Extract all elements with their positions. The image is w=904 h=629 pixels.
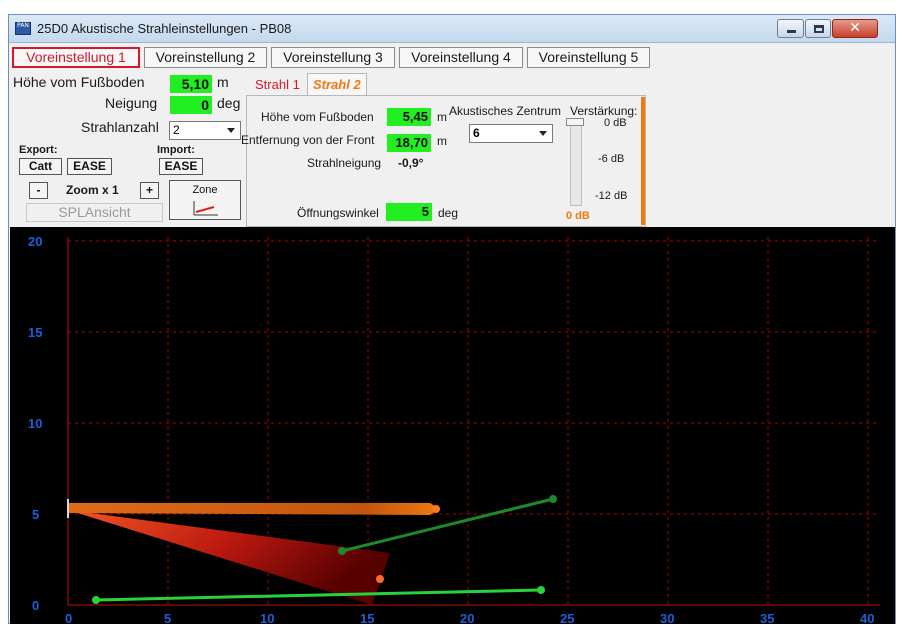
beam-count-select[interactable]: 2 (169, 121, 241, 140)
preset-button-5[interactable]: Voreinstellung 5 (527, 47, 650, 68)
front-distance-field[interactable]: 18,70 (387, 134, 431, 152)
opening-angle-label: Öffnungswinkel (297, 206, 379, 220)
gain-tick-12: -12 dB (595, 190, 628, 202)
y-tick-5: 5 (32, 507, 39, 522)
zone-line-lower (95, 588, 542, 602)
preset-button-1[interactable]: Voreinstellung 1 (12, 47, 140, 68)
y-tick-15: 15 (28, 325, 42, 340)
gain-slider-track[interactable] (570, 118, 582, 206)
zoom-in-button[interactable]: + (140, 182, 159, 199)
beam-2-coverage (68, 503, 440, 515)
gain-tick-0: 0 dB (604, 117, 627, 129)
export-catt-button[interactable]: Catt (19, 158, 62, 175)
acoustic-center-label: Akustisches Zentrum (449, 104, 562, 118)
close-icon: ✕ (849, 20, 861, 36)
chevron-down-icon (539, 131, 547, 136)
y-tick-0: 0 (32, 598, 39, 613)
import-label: Import: (157, 144, 195, 156)
beam-height-label: Höhe vom Fußboden (261, 110, 374, 124)
minimize-icon (787, 30, 796, 33)
x-tick-20: 20 (460, 611, 474, 624)
preset-button-2[interactable]: Voreinstellung 2 (144, 47, 267, 68)
beam-height-field[interactable]: 5,45 (387, 108, 431, 126)
zone-lower-end (537, 586, 545, 594)
x-tick-5: 5 (164, 611, 171, 624)
export-ease-button[interactable]: EASE (67, 158, 112, 175)
beam-count-value: 2 (173, 123, 180, 137)
opening-angle-unit: deg (438, 206, 459, 220)
beam-1-coverage (68, 510, 390, 605)
y-tick-10: 10 (28, 416, 42, 431)
tilt-field[interactable]: 0 (170, 96, 212, 114)
tab-strahl-1[interactable]: Strahl 1 (249, 73, 306, 95)
app-icon: PAN (15, 22, 31, 35)
opening-angle-field[interactable]: 5 (386, 203, 432, 221)
zone-upper-end (549, 495, 557, 503)
tilt-unit: deg (217, 95, 241, 111)
x-tick-10: 10 (260, 611, 274, 624)
grid-lines (67, 237, 880, 605)
zone-lower-start (92, 596, 100, 604)
tilt-label: Neigung (105, 95, 158, 111)
beam-plot[interactable]: 20 15 10 5 0 0 5 10 15 20 25 30 35 40 (10, 227, 895, 626)
zone-line-upper (341, 497, 554, 553)
beam-plot-svg: 20 15 10 5 0 0 5 10 15 20 25 30 35 40 (28, 234, 880, 626)
spl-view-button[interactable]: SPLAnsicht (26, 203, 163, 222)
beam-2-end-point (432, 505, 440, 513)
x-tick-15: 15 (360, 611, 374, 624)
maximize-icon (814, 25, 824, 33)
zone-icon (193, 201, 218, 216)
window-title: 25D0 Akustische Strahleinstellungen - PB… (37, 21, 292, 36)
zoom-label: Zoom x 1 (66, 183, 119, 197)
maximize-button[interactable] (805, 19, 831, 38)
y-tick-20: 20 (28, 234, 42, 249)
chevron-down-icon (227, 128, 235, 133)
beam-height-unit: m (437, 110, 447, 124)
beam-tilt-value: -0,9° (398, 156, 424, 170)
front-distance-unit: m (437, 134, 447, 148)
gain-value: 0 dB (566, 210, 590, 222)
preset-button-4[interactable]: Voreinstellung 4 (399, 47, 523, 68)
close-button[interactable]: ✕ (832, 19, 878, 38)
front-distance-label: Entfernung von der Front (241, 133, 375, 147)
acoustic-center-select[interactable]: 6 (469, 124, 553, 143)
floor-height-label: Höhe vom Fußboden (13, 74, 145, 90)
x-tick-40: 40 (860, 611, 874, 624)
title-bar: PAN 25D0 Akustische Strahleinstellungen … (9, 15, 895, 43)
x-tick-30: 30 (660, 611, 674, 624)
gain-tick-6: -6 dB (598, 153, 625, 165)
export-label: Export: (19, 144, 58, 156)
import-ease-button[interactable]: EASE (159, 158, 203, 175)
gain-slider-handle[interactable] (566, 118, 584, 126)
beam-1-end-point (376, 575, 384, 583)
zone-button[interactable]: Zone (169, 180, 241, 220)
x-tick-35: 35 (760, 611, 774, 624)
minimize-button[interactable] (777, 19, 804, 38)
preset-button-3[interactable]: Voreinstellung 3 (271, 47, 395, 68)
beam-color-indicator (641, 97, 645, 225)
beam-settings-panel: Höhe vom Fußboden 5,45 m Entfernung von … (241, 95, 646, 227)
beam-tilt-label: Strahlneigung (307, 156, 382, 170)
acoustic-center-value: 6 (473, 126, 480, 140)
x-tick-0: 0 (65, 611, 72, 624)
tab-strahl-2[interactable]: Strahl 2 (307, 73, 367, 95)
x-tick-25: 25 (560, 611, 574, 624)
zone-upper-start (338, 547, 346, 555)
zoom-out-button[interactable]: - (29, 182, 48, 199)
floor-height-unit: m (217, 74, 229, 90)
floor-height-field[interactable]: 5,10 (170, 75, 212, 93)
gain-label: Verstärkung: (570, 104, 638, 118)
zone-label: Zone (192, 184, 218, 196)
app-window: PAN 25D0 Akustische Strahleinstellungen … (8, 14, 896, 626)
beam-count-label: Strahlanzahl (81, 119, 159, 135)
